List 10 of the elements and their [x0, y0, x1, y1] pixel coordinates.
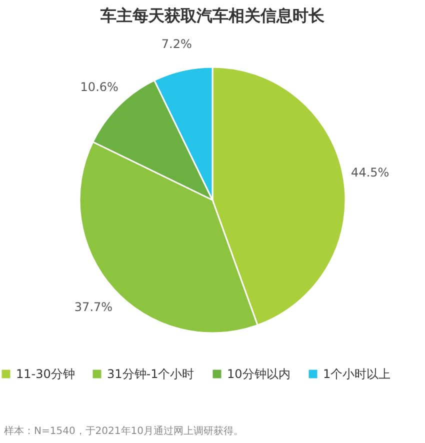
text: 样本：N=1540，于2021年10月通过网上调研获得。	[4, 424, 244, 438]
data-label: 44.5%	[351, 165, 390, 180]
data-label: 10.6%	[80, 80, 118, 94]
data-label: 37.7%	[74, 300, 113, 314]
legend-label: 11-30分钟	[16, 367, 75, 381]
legend-label: 10分钟以内	[227, 367, 290, 381]
legend-label: 31分钟-1个小时	[107, 367, 194, 381]
legend-label: 1个小时以上	[323, 367, 391, 381]
data-label: 7.2%	[161, 37, 192, 52]
chart-title: 车主每天获取汽车相关信息时长	[100, 6, 326, 26]
